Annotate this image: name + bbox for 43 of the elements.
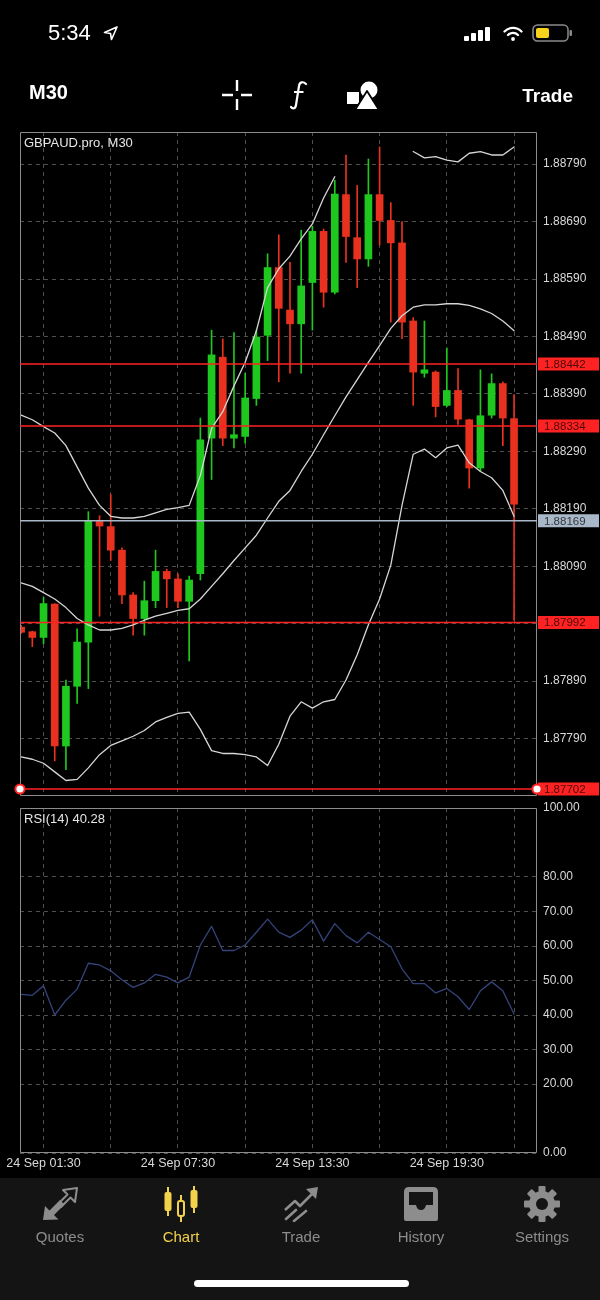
y-tick-label: 100.00 [543, 800, 581, 815]
x-tick-label: 24 Sep 19:30 [409, 1155, 485, 1170]
ref-line-label: 1.88334 [544, 419, 587, 432]
y-tick-label: 70.00 [543, 903, 574, 918]
x-tick-label: 24 Sep 01:30 [6, 1155, 81, 1170]
text: M30 [29, 81, 68, 103]
x-tick-label: 24 Sep 07:30 [140, 1155, 216, 1170]
ref-line-label: 1.88442 [544, 357, 586, 370]
y-tick-label: 1.87890 [543, 673, 587, 688]
y-tick-label: 1.88490 [543, 328, 587, 343]
candlestick [386, 202, 395, 323]
chart-title: GBPAUD.pro, M30 [24, 135, 133, 151]
y-tick-label: 20.00 [543, 1076, 574, 1091]
text: 5:34 [48, 20, 91, 45]
ref-line-label: 1.88169 [544, 514, 586, 527]
y-tick-label: 40.00 [543, 1007, 574, 1022]
y-tick-label: 1.88190 [543, 501, 587, 516]
y-tick-label: 1.88690 [543, 213, 587, 228]
y-tick-label: 0.00 [543, 1145, 567, 1160]
text: Chart [161, 1228, 201, 1245]
y-tick-label: 1.88390 [543, 386, 587, 401]
y-tick-label: 80.00 [543, 869, 574, 884]
candlestick [162, 568, 171, 608]
y-tick-label: 1.88290 [543, 443, 587, 458]
y-tick-label: 30.00 [543, 1041, 574, 1056]
text: History [396, 1228, 446, 1245]
y-tick-label: 1.88090 [543, 558, 587, 573]
text: Trade [280, 1228, 322, 1245]
text: Trade [522, 85, 573, 106]
candlestick [230, 332, 238, 449]
y-tick-label: 1.87790 [543, 730, 587, 745]
ref-line-label: 1.87992 [544, 616, 586, 629]
candlestick [286, 262, 294, 374]
text: Quotes [34, 1228, 86, 1245]
chart-title: RSI(14) 40.28 [24, 811, 105, 827]
y-tick-label: 50.00 [543, 972, 574, 987]
x-tick-label: 24 Sep 13:30 [275, 1155, 350, 1170]
candlestick [353, 185, 362, 288]
y-tick-label: 60.00 [543, 938, 574, 953]
ref-line-label: 1.87702 [544, 782, 586, 795]
y-tick-label: 1.88790 [543, 156, 587, 171]
y-tick-label: 1.88590 [543, 271, 587, 286]
text: Settings [513, 1228, 571, 1245]
